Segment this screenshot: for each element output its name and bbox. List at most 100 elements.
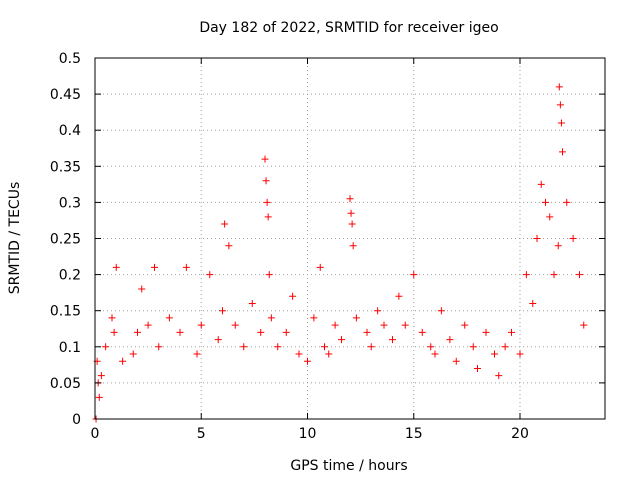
data-point — [264, 213, 272, 221]
data-point — [240, 343, 248, 351]
tick-marks — [94, 57, 605, 420]
data-point — [542, 198, 549, 206]
data-point — [110, 328, 118, 336]
x-tick-label: 20 — [511, 426, 529, 442]
data-point — [295, 350, 303, 358]
data-point — [225, 242, 233, 250]
data-point — [347, 209, 355, 217]
data-point — [352, 314, 360, 322]
data-point — [363, 328, 371, 336]
data-point — [182, 263, 190, 271]
data-point — [522, 271, 530, 279]
data-point — [427, 343, 435, 351]
y-tick-label: 0.3 — [59, 195, 81, 211]
data-point — [501, 343, 509, 351]
data-point — [262, 177, 270, 185]
data-point — [508, 328, 515, 336]
data-point — [395, 292, 403, 300]
data-point — [576, 271, 583, 279]
data-point — [316, 263, 324, 271]
grid-lines — [95, 58, 605, 419]
data-point — [461, 321, 469, 329]
data-point — [321, 343, 328, 351]
y-tick-label: 0.35 — [50, 159, 81, 175]
data-point — [529, 299, 537, 307]
data-point — [580, 321, 588, 329]
data-point — [257, 328, 265, 336]
data-point — [129, 350, 137, 358]
x-tick-label: 5 — [197, 426, 206, 442]
data-point — [108, 314, 116, 322]
data-point — [151, 263, 158, 271]
data-point — [491, 350, 498, 358]
data-point — [446, 336, 454, 344]
data-point — [537, 180, 545, 188]
data-points — [92, 83, 588, 423]
data-point — [304, 357, 311, 365]
y-tick-label: 0.45 — [50, 87, 81, 103]
data-point — [559, 148, 566, 156]
data-point — [119, 357, 127, 365]
y-tick-label: 0 — [72, 412, 81, 428]
y-tick-label: 0.2 — [59, 268, 81, 284]
data-point — [267, 314, 275, 322]
y-tick-label: 0.25 — [50, 232, 81, 248]
data-point — [165, 314, 173, 322]
data-point — [197, 321, 205, 329]
y-tick-label: 0.1 — [59, 340, 81, 356]
data-point — [248, 299, 256, 307]
data-point — [95, 393, 103, 401]
y-tick-label: 0.4 — [59, 123, 81, 139]
data-point — [310, 314, 318, 322]
data-point — [102, 343, 110, 351]
data-point — [557, 119, 565, 127]
data-point — [282, 328, 290, 336]
data-point — [221, 220, 229, 228]
y-tick-label: 0.15 — [50, 304, 81, 320]
data-point — [569, 235, 577, 242]
data-point — [374, 307, 382, 315]
data-point — [418, 328, 426, 336]
x-tick-label: 0 — [91, 426, 100, 442]
x-axis-title: GPS time / hours — [290, 458, 407, 474]
data-point — [563, 198, 571, 206]
data-point — [274, 343, 282, 351]
data-point — [349, 242, 357, 250]
y-tick-label: 0.5 — [59, 51, 81, 67]
data-point — [516, 350, 524, 358]
data-point — [155, 343, 163, 351]
data-point — [437, 307, 445, 315]
data-point — [193, 350, 201, 358]
data-point — [469, 343, 477, 351]
y-tick-label: 0.05 — [50, 376, 81, 392]
data-point — [176, 328, 184, 336]
data-point — [231, 321, 239, 329]
data-point — [265, 271, 273, 279]
data-point — [474, 364, 481, 372]
data-point — [554, 242, 562, 250]
x-tick-label: 10 — [299, 426, 317, 442]
data-point — [401, 321, 409, 329]
data-point — [550, 271, 558, 279]
data-point — [367, 343, 375, 351]
tick-labels: 0 5 10 15 20 0 0.05 0.1 0.15 0.2 0.25 0.3 0.35 0.4 0.4… — [50, 51, 529, 442]
data-point — [431, 350, 439, 358]
data-point — [289, 292, 297, 300]
data-point — [482, 328, 490, 336]
data-point — [331, 321, 339, 329]
data-point — [325, 350, 333, 358]
data-point — [556, 101, 564, 109]
data-point — [410, 271, 418, 279]
data-point — [346, 195, 354, 203]
data-point — [138, 285, 146, 293]
data-point — [219, 307, 226, 315]
data-point — [134, 328, 141, 336]
data-point — [495, 372, 503, 380]
y-axis-title: SRMTID / TECUs — [7, 182, 23, 295]
data-point — [261, 155, 269, 163]
data-point — [263, 198, 271, 206]
data-point — [389, 336, 396, 344]
data-point — [97, 372, 105, 380]
data-point — [533, 235, 541, 242]
